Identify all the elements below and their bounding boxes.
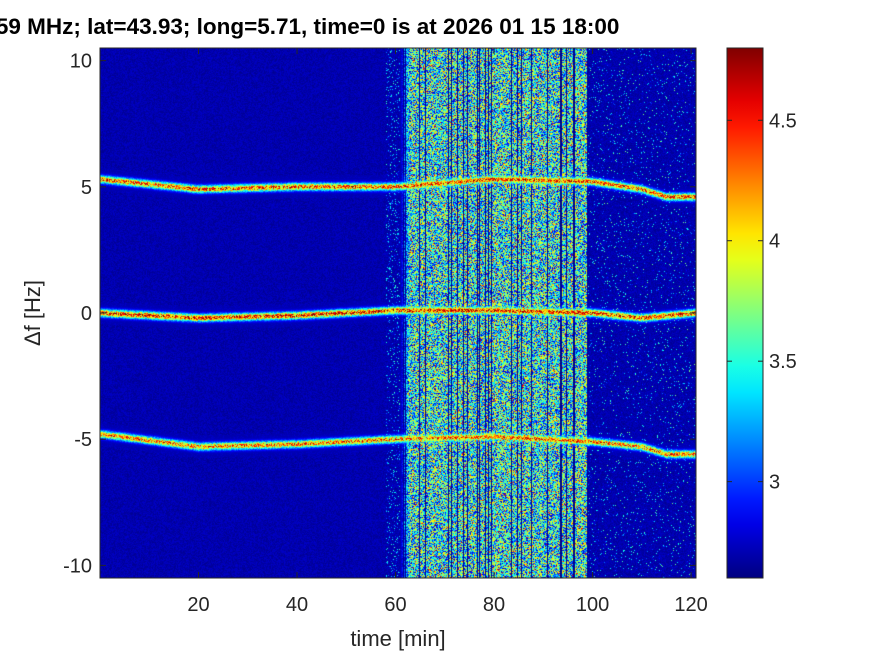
x-tick-label: 120	[674, 594, 707, 616]
x-tick-label: 60	[384, 594, 406, 616]
x-tick-label: 80	[483, 594, 505, 616]
x-axis: 20 40 60 80 100 120	[187, 48, 708, 616]
y-tick-label: 0	[81, 303, 92, 325]
x-tick-label: 20	[187, 594, 209, 616]
x-tick-label: 40	[286, 594, 308, 616]
colorbar-tick-label: 4	[769, 231, 780, 253]
x-axis-label: time [min]	[350, 626, 445, 651]
chart-title: =4.59 MHz; lat=43.93; long=5.71, time=0 …	[0, 14, 620, 39]
y-tick-label: -10	[63, 555, 92, 577]
heatmap-canvas	[100, 48, 696, 578]
y-tick-label: 5	[81, 177, 92, 199]
colorbar-tick-label: 3	[769, 472, 780, 494]
colorbar-gradient	[726, 47, 764, 579]
plot-area	[99, 47, 697, 579]
colorbar-tick-label: 3.5	[769, 351, 797, 373]
heatmap-image	[100, 48, 696, 578]
y-axis: 10 5 0 -5 -10	[63, 51, 696, 577]
y-axis-label: Δf [Hz]	[20, 280, 45, 346]
y-tick-label: -5	[74, 429, 92, 451]
colorbar-tick-label: 4.5	[769, 110, 797, 132]
colorbar: 3 3.5 4 4.5	[726, 47, 797, 579]
y-tick-label: 10	[70, 51, 92, 73]
x-tick-label: 100	[576, 594, 609, 616]
